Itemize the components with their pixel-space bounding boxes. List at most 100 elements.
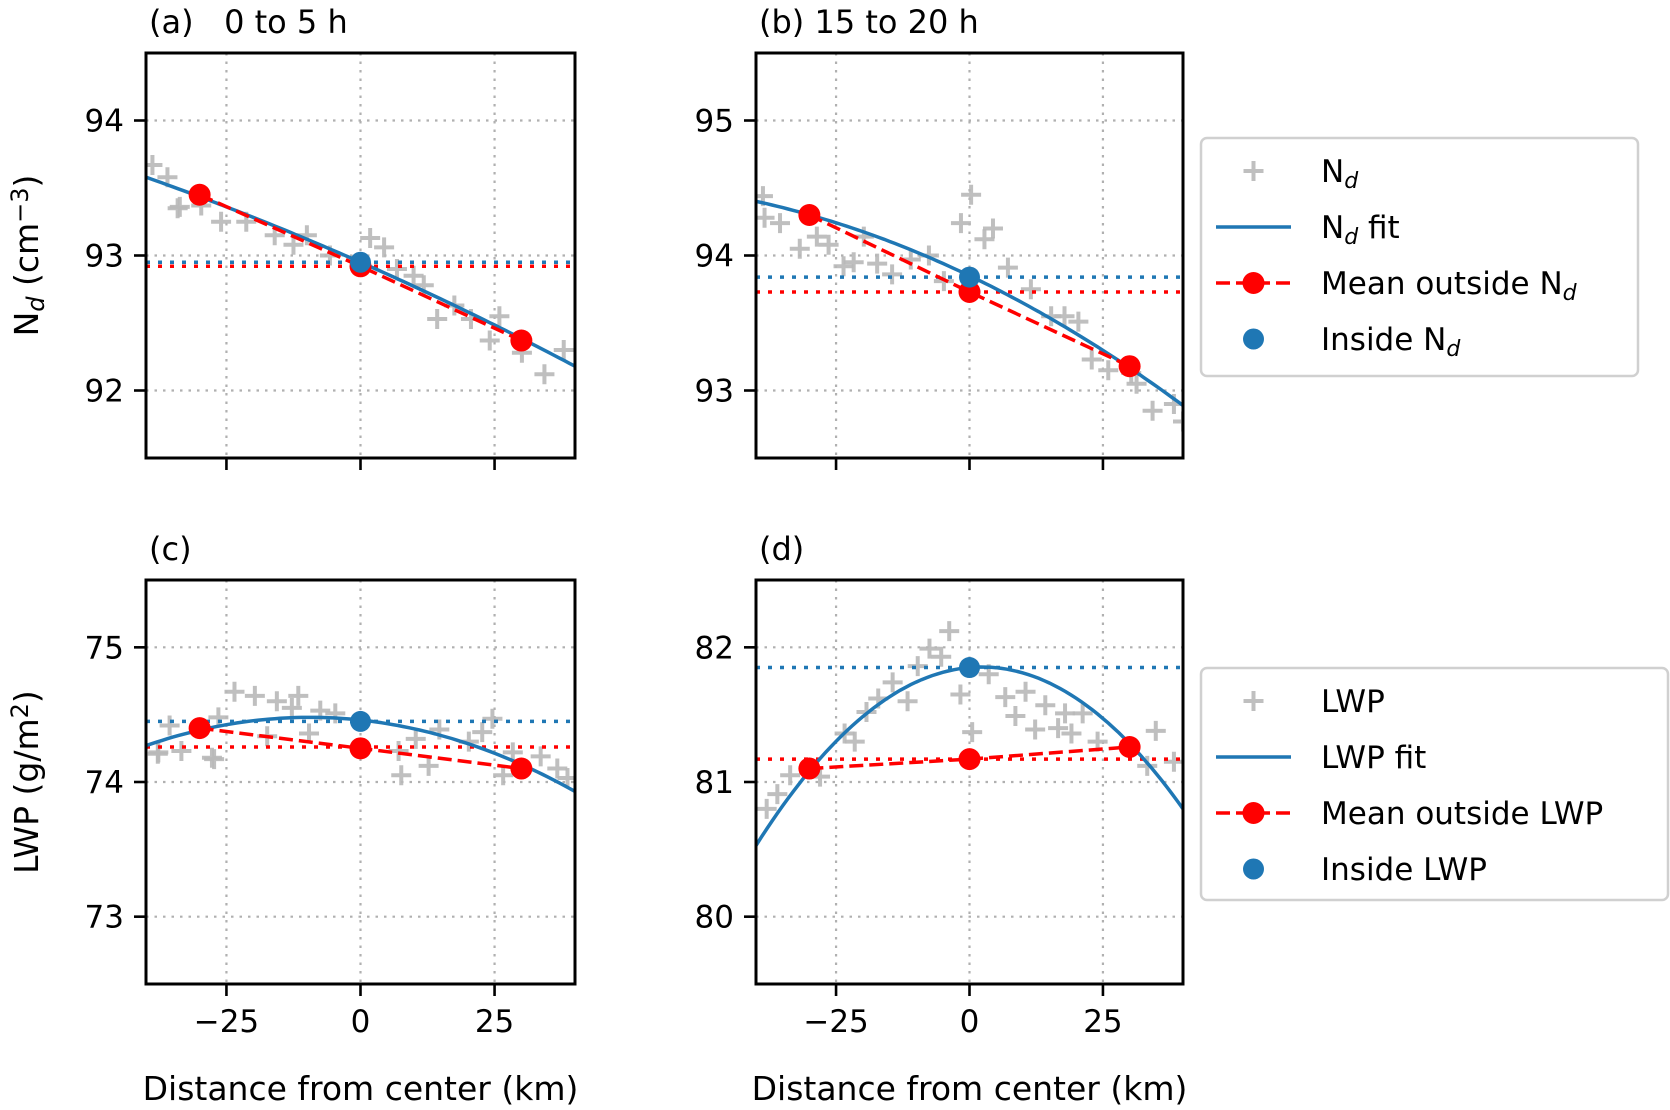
outside-mean-point bbox=[188, 183, 211, 206]
scatter-point bbox=[1055, 703, 1076, 724]
label-part: N bbox=[1321, 154, 1344, 190]
legend-entry-inside: Inside Nd bbox=[1243, 322, 1461, 362]
outside-mean-point bbox=[1118, 735, 1141, 758]
scatter-point bbox=[169, 196, 190, 217]
outside-mean-point bbox=[349, 737, 372, 760]
scatter-point bbox=[950, 213, 971, 234]
legend-entry-outside: Mean outside LWP bbox=[1216, 796, 1603, 832]
label-part: d bbox=[1344, 169, 1359, 194]
y-tick-label: 73 bbox=[85, 900, 124, 936]
scatter-point bbox=[961, 184, 982, 205]
legend-label: Nd fit bbox=[1321, 210, 1400, 250]
scatter-point bbox=[1142, 400, 1163, 421]
scatter-point bbox=[146, 155, 163, 176]
scatter-point bbox=[325, 703, 346, 724]
scatter-point bbox=[405, 728, 426, 749]
label-part: LWP bbox=[1321, 684, 1385, 720]
scatter-point bbox=[171, 741, 192, 762]
scatter-point bbox=[1035, 695, 1056, 716]
label-part: N bbox=[7, 312, 46, 337]
panel-b: 93 94 95 (b) 15 to 20 h bbox=[695, 3, 1185, 470]
scatter-point bbox=[374, 237, 395, 258]
x-axis-label: Distance from center (km) bbox=[752, 1069, 1188, 1108]
x-tick-label: −25 bbox=[194, 1004, 259, 1040]
y-tick-label: 81 bbox=[695, 765, 734, 801]
legend-entry-fit: Nd fit bbox=[1216, 210, 1400, 250]
label-part: (cm bbox=[7, 223, 46, 297]
scatter-point bbox=[770, 213, 791, 234]
plot-area bbox=[146, 580, 575, 984]
legend-entry-fit: LWP fit bbox=[1216, 740, 1426, 776]
x-tick-label: −25 bbox=[803, 1004, 868, 1040]
scatter-point bbox=[547, 758, 568, 779]
legend-frame bbox=[1199, 666, 1670, 902]
y-tick-label: 94 bbox=[85, 104, 124, 140]
scatter-point bbox=[882, 264, 903, 285]
scatter-point bbox=[427, 308, 448, 329]
scatter-point bbox=[995, 687, 1016, 708]
scatter-point bbox=[482, 708, 503, 729]
panel-title: (d) bbox=[759, 530, 804, 568]
y-axis-label: Nd (cm−3) bbox=[6, 175, 50, 337]
scatter-point bbox=[1054, 306, 1075, 327]
outside-mean-point bbox=[510, 329, 533, 352]
scatter-point bbox=[489, 306, 510, 327]
scatter-point bbox=[159, 715, 180, 736]
label-part: d bbox=[22, 296, 50, 312]
scatter-point bbox=[843, 252, 864, 273]
scatter-point bbox=[756, 798, 777, 819]
panel-title: (b) 15 to 20 h bbox=[759, 3, 979, 41]
scatter-point bbox=[897, 691, 918, 712]
legend-2: LWP LWP fit Mean outside LWP Inside LWP bbox=[1199, 666, 1670, 902]
scatter-point bbox=[767, 784, 788, 805]
scatter-point bbox=[403, 265, 424, 286]
scatter-point bbox=[844, 731, 865, 752]
scatter-point bbox=[1081, 349, 1102, 370]
x-tick-label: 0 bbox=[351, 1004, 371, 1040]
legend-label: Mean outside Nd bbox=[1321, 266, 1578, 306]
legend-inside-marker-icon bbox=[1243, 328, 1264, 350]
label-part: Mean outside N bbox=[1321, 266, 1563, 302]
scatter-point bbox=[1005, 706, 1026, 727]
legend-entry-outside: Mean outside Nd bbox=[1216, 266, 1578, 306]
scatter-point bbox=[931, 646, 952, 667]
y-tick-label: 93 bbox=[695, 374, 734, 410]
plot-area bbox=[756, 580, 1183, 984]
scatter-point bbox=[360, 227, 381, 248]
scatter-point bbox=[418, 755, 439, 776]
y-tick-label: 92 bbox=[85, 374, 124, 410]
scatter-point bbox=[472, 722, 493, 743]
scatter-point bbox=[789, 238, 810, 259]
scatter-point bbox=[479, 330, 500, 351]
panel-title: (c) bbox=[149, 530, 192, 568]
outside-mean-point bbox=[1118, 355, 1141, 378]
x-axis-label: Distance from center (km) bbox=[143, 1069, 579, 1108]
scatter-point bbox=[806, 226, 827, 247]
label-part: N bbox=[1321, 210, 1344, 246]
label-part: Mean outside LWP bbox=[1321, 796, 1603, 832]
scatter-point bbox=[1020, 279, 1041, 300]
scatter-point bbox=[244, 685, 265, 706]
inside-point bbox=[959, 657, 980, 679]
scatter-point bbox=[1145, 720, 1166, 741]
outside-mean-point bbox=[510, 757, 533, 780]
label-part: fit bbox=[1358, 210, 1400, 246]
y-tick-label: 80 bbox=[695, 900, 734, 936]
scatter-point bbox=[224, 681, 245, 702]
plot-area bbox=[146, 53, 575, 458]
scatter-point bbox=[493, 765, 514, 786]
inside-point bbox=[350, 251, 371, 273]
legend-scatter-icon bbox=[1243, 691, 1264, 711]
scatter-point bbox=[939, 621, 960, 642]
legend-outside-marker-icon bbox=[1242, 272, 1265, 294]
outside-mean-point bbox=[958, 748, 981, 771]
panel-a: 92 93 94 (a) 0 to 5 h Nd (cm−3) bbox=[6, 3, 577, 470]
scatter-point bbox=[1137, 755, 1158, 776]
scatter-point bbox=[1173, 411, 1183, 432]
panel-title: (a) 0 to 5 h bbox=[149, 3, 348, 41]
label-part: d bbox=[1563, 281, 1578, 306]
legend-entry-scatter: Nd bbox=[1243, 154, 1359, 194]
legend-entry-scatter: LWP bbox=[1243, 684, 1385, 720]
